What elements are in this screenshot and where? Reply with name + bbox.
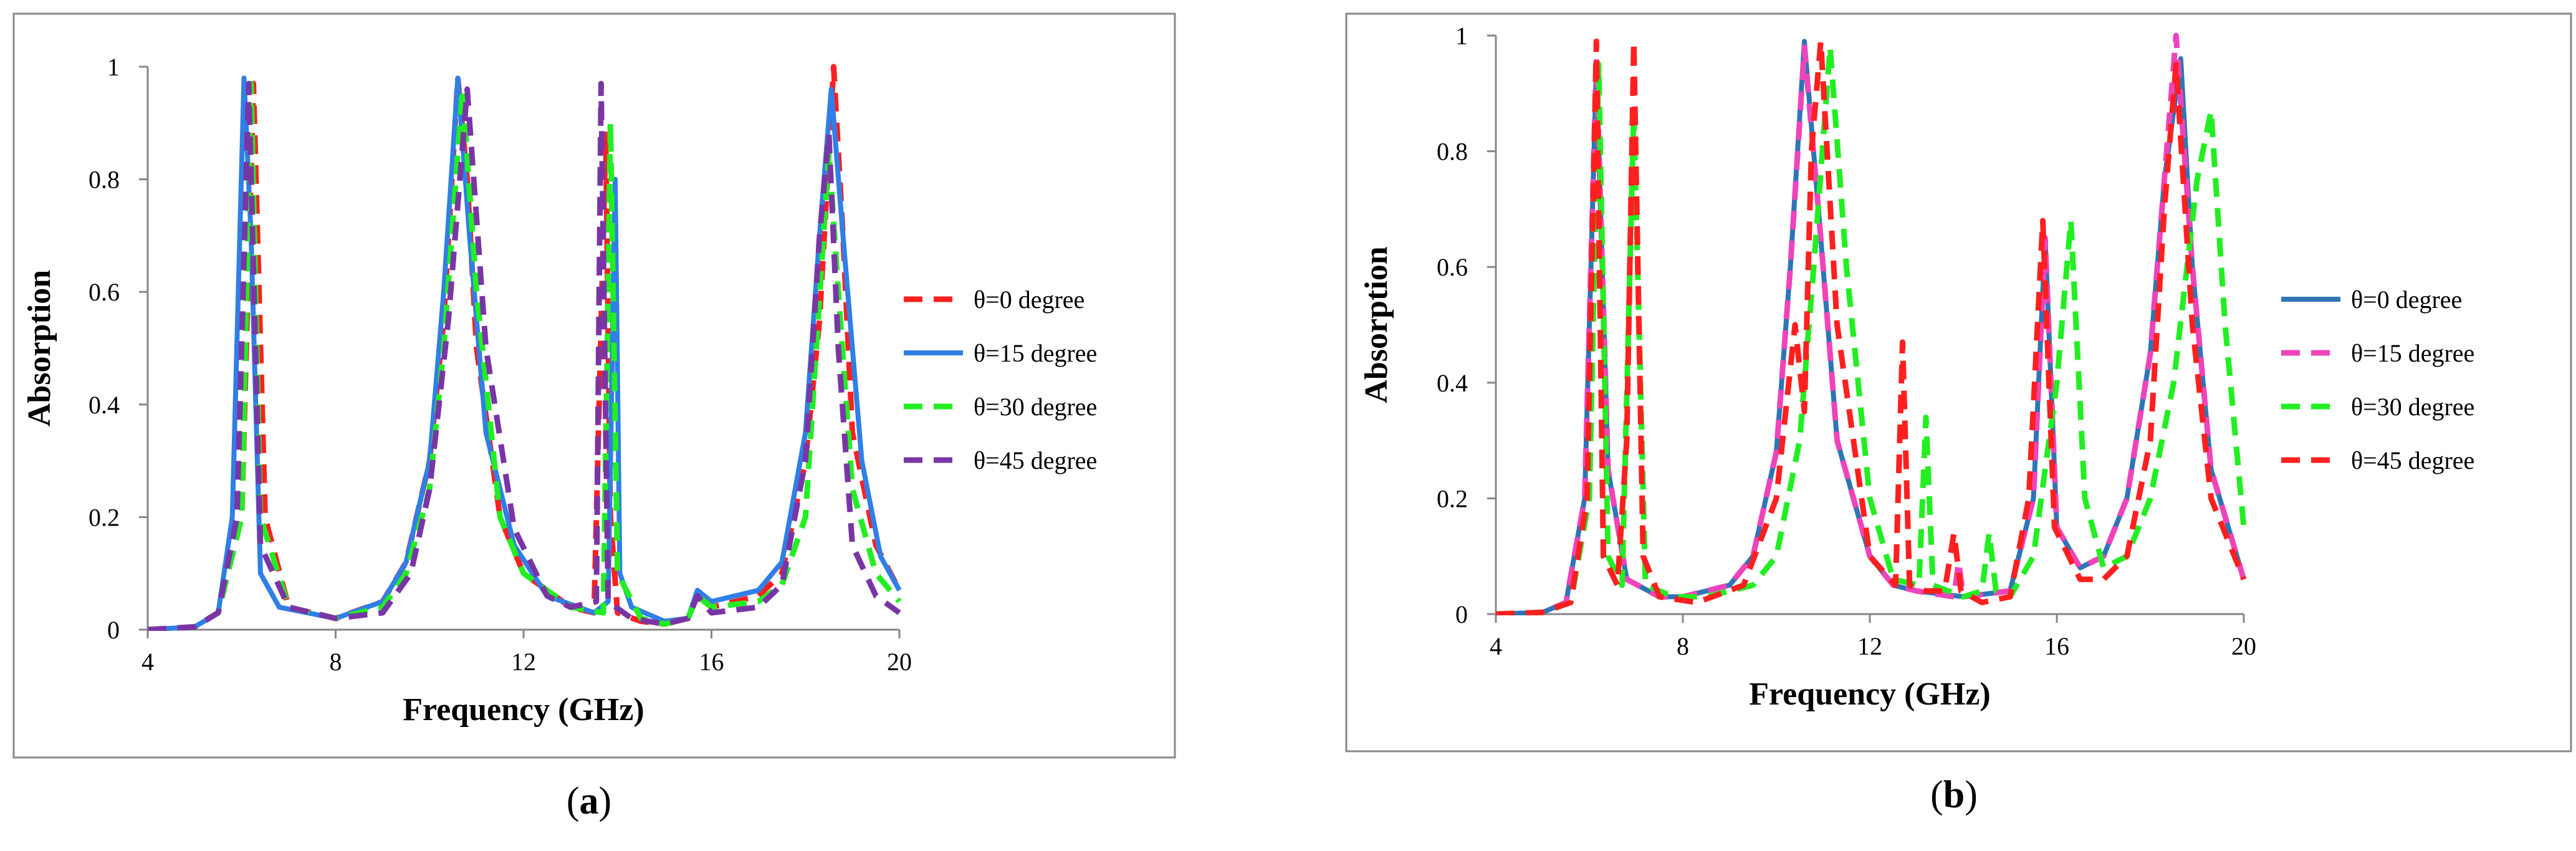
y-tick-label: 1 [107,53,120,81]
chart-panel-a: 0 0.2 0.4 0.6 0.8 1 4 8 12 16 20 Frequency (GHz) Abs… [12,12,1176,822]
y-tick-label: 0.6 [89,278,120,306]
y-axis-label: Absorption [1359,246,1394,403]
y-tick-label: 0.2 [1437,484,1468,512]
legend-entry: θ=0 degree [974,286,1085,314]
x-tick-label: 16 [2044,632,2069,660]
y-tick-label: 0 [107,616,120,644]
legend-entry: θ=15 degree [974,339,1097,367]
series-line [1496,44,2247,615]
x-axis-label: Frequency (GHz) [1749,676,1991,712]
legend-entry: θ=30 degree [2351,393,2474,421]
chart-frame [1345,12,2572,752]
y-tick-label: 0.4 [1437,369,1468,397]
x-tick-label: 16 [699,648,724,676]
x-axis-label: Frequency (GHz) [403,692,644,728]
y-tick-label: 1 [1455,22,1468,50]
y-tick-label: 0.8 [89,166,120,194]
chart-panel-b: 0 0.2 0.4 0.6 0.8 1 4 8 12 16 20 Frequency (GHz) Abs… [1345,12,2572,816]
y-axis-label: Absorption [22,270,57,426]
x-tick-label: 8 [1677,632,1689,660]
y-tick-label: 0.6 [1437,253,1468,281]
legend-entry: θ=45 degree [974,446,1097,474]
y-tick-label: 0.8 [1437,138,1468,166]
x-tick-label: 12 [1857,632,1882,660]
x-tick-label: 4 [1490,632,1502,660]
legend-entry: θ=15 degree [2351,339,2474,367]
panel-caption: (b) [1930,774,1978,816]
panel-caption: (a) [567,780,611,822]
legend-entry: θ=45 degree [2351,446,2474,474]
legend-entry: θ=0 degree [2351,286,2462,314]
legend-entry: θ=30 degree [974,393,1097,421]
x-tick-label: 4 [141,648,154,676]
chart-frame [12,12,1176,759]
y-tick-label: 0 [1455,600,1468,628]
series-line [1496,38,2247,615]
y-tick-label: 0.4 [89,391,120,419]
x-tick-label: 12 [511,648,536,676]
x-tick-label: 20 [887,648,912,676]
x-tick-label: 8 [330,648,342,676]
x-tick-label: 20 [2231,632,2256,660]
y-tick-label: 0.2 [89,503,120,531]
